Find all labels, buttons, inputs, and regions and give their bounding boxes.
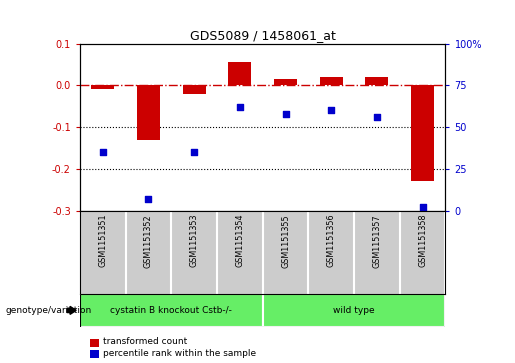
Point	[98, 149, 107, 155]
Text: GSM1151354: GSM1151354	[235, 214, 244, 268]
Bar	[411, 85, 434, 182]
Point	[373, 114, 381, 120]
Text: wild type: wild type	[333, 306, 375, 315]
Bar	[366, 77, 388, 85]
Text: GSM1151357: GSM1151357	[372, 214, 382, 268]
Text: transformed count: transformed count	[103, 337, 187, 346]
Text: genotype/variation: genotype/variation	[5, 306, 91, 315]
Point	[236, 104, 244, 110]
Bar	[228, 62, 251, 85]
Text: GSM1151353: GSM1151353	[190, 214, 199, 268]
Text: percentile rank within the sample: percentile rank within the sample	[103, 350, 256, 358]
Bar	[137, 85, 160, 140]
Text: cystatin B knockout Cstb-/-: cystatin B knockout Cstb-/-	[110, 306, 232, 315]
Title: GDS5089 / 1458061_at: GDS5089 / 1458061_at	[190, 29, 336, 42]
Point	[281, 111, 289, 117]
Point	[190, 149, 198, 155]
Point	[144, 196, 152, 202]
Point	[327, 107, 335, 113]
Point	[419, 204, 427, 210]
Bar	[263, 294, 445, 327]
Bar	[80, 294, 263, 327]
Text: GSM1151355: GSM1151355	[281, 214, 290, 268]
Bar	[274, 79, 297, 85]
Bar	[183, 85, 205, 94]
Bar	[320, 77, 342, 85]
Text: GSM1151358: GSM1151358	[418, 214, 427, 268]
Text: GSM1151356: GSM1151356	[327, 214, 336, 268]
Text: GSM1151352: GSM1151352	[144, 214, 153, 268]
Bar	[91, 85, 114, 90]
Text: GSM1151351: GSM1151351	[98, 214, 107, 268]
